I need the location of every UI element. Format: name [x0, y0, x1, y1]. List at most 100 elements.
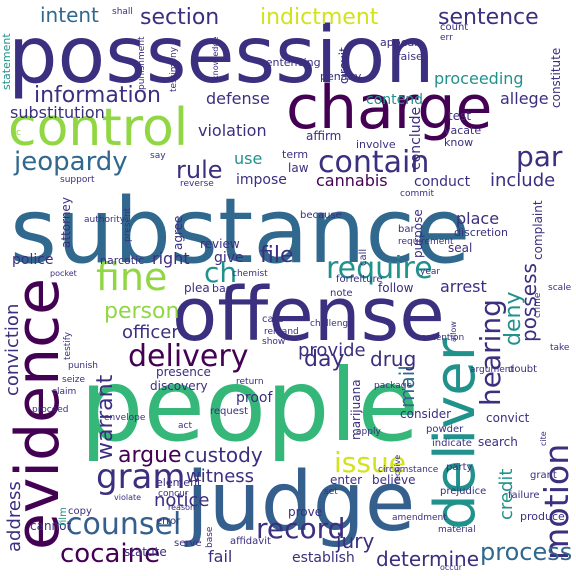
word-seize: claim — [52, 387, 76, 397]
word-apply: package — [374, 381, 412, 391]
word-right: right — [152, 249, 190, 268]
word-take: doubt — [508, 364, 537, 375]
word-law: law — [288, 161, 309, 175]
word-grant: prejudice — [440, 486, 486, 497]
word-attorney: authority — [84, 215, 126, 225]
word-count: count — [440, 22, 468, 33]
word-produce: occur — [440, 563, 463, 572]
word-argue: argue — [118, 443, 182, 468]
word-section: section — [140, 5, 219, 30]
word-know: know — [444, 136, 473, 149]
word-seal: discretion — [454, 226, 508, 239]
word-determine: determine — [376, 547, 479, 571]
word-package: powder — [426, 424, 464, 435]
word-issue: issue — [334, 446, 406, 479]
word-intent: intent — [40, 3, 99, 27]
word-testimony: testimony — [169, 46, 179, 92]
word-shall: shall — [112, 7, 133, 17]
word-statute: statute — [124, 545, 167, 559]
word-bar: requirement — [398, 237, 454, 247]
word-occur: material — [438, 525, 476, 535]
word-year: forfeiture — [336, 274, 383, 285]
word-appear: appear — [380, 36, 419, 49]
word-drug: drug — [370, 347, 416, 371]
word-say: reverse — [180, 179, 214, 189]
word-substance: substance — [10, 179, 470, 284]
word-people: people — [80, 347, 419, 464]
word-possess: possess — [517, 263, 541, 342]
word-gram: gram — [96, 457, 186, 497]
word-arrest: arrest — [440, 277, 487, 296]
word-police: police — [12, 252, 54, 268]
word-substitution: substitution — [10, 103, 105, 122]
word-search: search — [478, 435, 518, 449]
word-term: commit — [400, 189, 434, 199]
word-prejudice: failure — [508, 490, 540, 501]
word-envelope: film — [58, 507, 69, 526]
word-plea: bag — [212, 282, 233, 295]
word-raise: raise — [396, 50, 423, 63]
word-use: use — [234, 149, 262, 168]
word-complaint: crime — [533, 292, 543, 318]
word-film: cannot — [30, 519, 72, 533]
word-because: call — [358, 249, 369, 266]
word-discretion: complaint — [531, 200, 545, 260]
word-conclude: conclude — [408, 107, 424, 170]
word-evidence: evidence — [3, 278, 73, 550]
word-serve: error — [156, 516, 181, 527]
word-possession: possession — [8, 11, 435, 101]
word-violation: violation — [198, 121, 267, 140]
word-purpose: seal — [448, 241, 472, 255]
word-party: grant — [530, 470, 557, 481]
word-involve: term — [282, 148, 308, 161]
word-pocket: chemist — [232, 269, 268, 279]
word-sentence: sentence — [438, 5, 539, 30]
word-cate: remand — [264, 327, 299, 337]
word-sentencing: sentencing — [260, 56, 321, 69]
word-judge: judge — [184, 455, 415, 550]
word-information: information — [34, 83, 161, 108]
word-impose: impose — [236, 172, 287, 188]
word-reverse: support — [60, 175, 95, 185]
word-err: err — [440, 33, 453, 43]
word-require: require — [326, 251, 433, 286]
word-marijuana: marijuana — [349, 379, 363, 440]
word-custody: custody — [184, 443, 263, 467]
word-circuit: circuit — [337, 47, 351, 84]
word-copy: c — [16, 128, 21, 138]
word-agree: review — [200, 237, 240, 251]
word-mail: mail — [395, 365, 419, 408]
word-statement: involve — [356, 138, 396, 151]
word-prosecution: statement — [0, 33, 13, 90]
word-indicate: cite — [539, 431, 548, 446]
word-give: give — [214, 250, 244, 266]
word-jury: jury — [335, 529, 374, 553]
word-chemist: year — [420, 267, 440, 277]
word-proceed: return — [236, 377, 264, 387]
word-present: agree — [171, 216, 185, 250]
word-jeopardy: jeopardy — [13, 147, 128, 177]
word-person: person — [104, 299, 179, 324]
word-ch: ch — [204, 256, 237, 289]
word-presence: presence — [156, 365, 211, 379]
word-amendment: receive — [393, 455, 402, 484]
word-par: par — [516, 140, 563, 173]
word-officer: officer — [122, 322, 179, 343]
word-allege: allege — [500, 89, 549, 108]
word-offense: offense — [172, 272, 445, 358]
word-claim: proceed — [32, 405, 68, 415]
word-consider: consider — [400, 407, 451, 421]
word-cannabis: cannabis — [316, 171, 388, 190]
word-conviction: conviction — [2, 304, 23, 396]
word-remand: show — [262, 337, 285, 347]
word-charge: charge — [286, 73, 492, 143]
word-proof: proof — [236, 390, 273, 406]
word-show: challenge — [310, 319, 354, 329]
word-rule: rule — [176, 156, 223, 184]
word-allow: take — [550, 343, 570, 353]
word-punishment: punishment — [137, 36, 147, 90]
word-process: process — [480, 538, 572, 566]
